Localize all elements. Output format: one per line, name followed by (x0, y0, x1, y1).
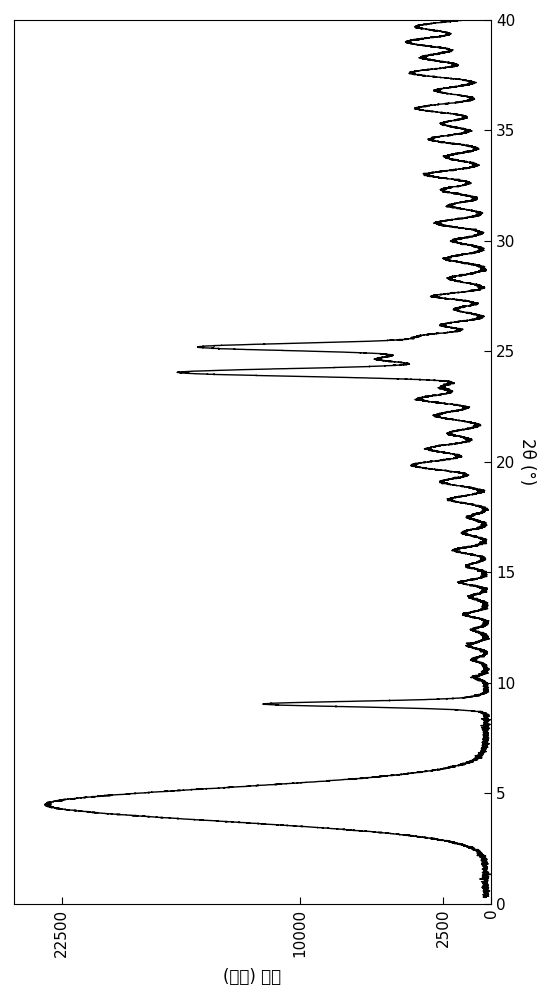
X-axis label: (計數) 強度: (計數) 強度 (223, 968, 282, 986)
Y-axis label: 2θ (°): 2θ (°) (518, 438, 536, 486)
